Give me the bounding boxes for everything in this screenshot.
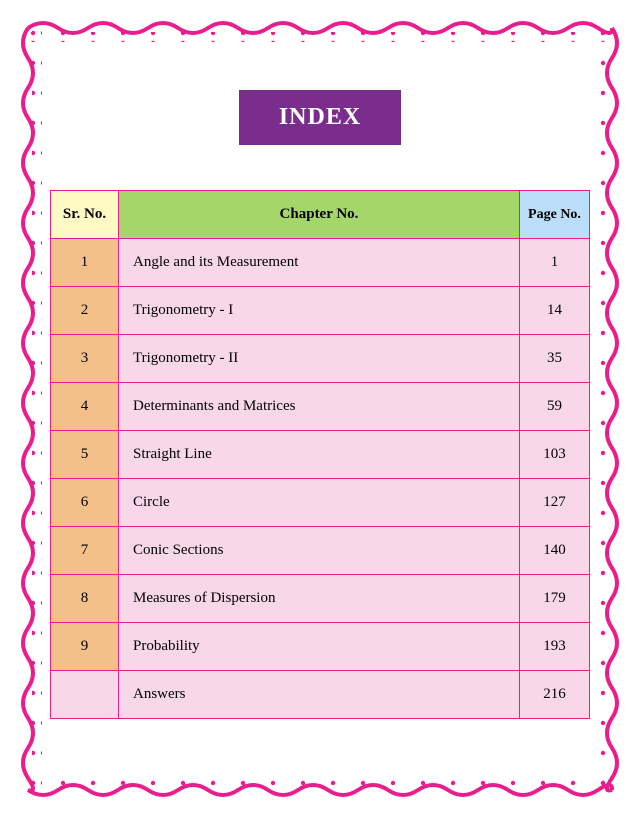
- cell-page: 103: [520, 431, 590, 479]
- page-title: INDEX: [239, 90, 401, 145]
- cell-page: 59: [520, 383, 590, 431]
- table-row: 2Trigonometry - I14: [51, 287, 590, 335]
- cell-sr: 8: [51, 575, 119, 623]
- header-sr: Sr. No.: [51, 191, 119, 239]
- table-row: 4Determinants and Matrices59: [51, 383, 590, 431]
- cell-sr: 6: [51, 479, 119, 527]
- table-row: 7Conic Sections140: [51, 527, 590, 575]
- cell-page: 1: [520, 239, 590, 287]
- cell-sr: 4: [51, 383, 119, 431]
- cell-chapter: Trigonometry - II: [119, 335, 520, 383]
- cell-sr: 5: [51, 431, 119, 479]
- cell-page: 14: [520, 287, 590, 335]
- table-body: 1Angle and its Measurement12Trigonometry…: [51, 239, 590, 719]
- cell-chapter: Circle: [119, 479, 520, 527]
- index-table: Sr. No. Chapter No. Page No. 1Angle and …: [50, 190, 590, 719]
- table-header-row: Sr. No. Chapter No. Page No.: [51, 191, 590, 239]
- cell-chapter: Angle and its Measurement: [119, 239, 520, 287]
- cell-sr: 2: [51, 287, 119, 335]
- header-page: Page No.: [520, 191, 590, 239]
- cell-chapter: Determinants and Matrices: [119, 383, 520, 431]
- cell-chapter: Straight Line: [119, 431, 520, 479]
- table-row: 6Circle127: [51, 479, 590, 527]
- table-row: 1Angle and its Measurement1: [51, 239, 590, 287]
- cell-chapter: Measures of Dispersion: [119, 575, 520, 623]
- header-chapter: Chapter No.: [119, 191, 520, 239]
- table-row: Answers216: [51, 671, 590, 719]
- cell-sr: [51, 671, 119, 719]
- cell-sr: 7: [51, 527, 119, 575]
- cell-sr: 1: [51, 239, 119, 287]
- cell-page: 35: [520, 335, 590, 383]
- cell-page: 140: [520, 527, 590, 575]
- cell-chapter: Conic Sections: [119, 527, 520, 575]
- cell-page: 216: [520, 671, 590, 719]
- table-row: 9Probability193: [51, 623, 590, 671]
- table-row: 3Trigonometry - II35: [51, 335, 590, 383]
- cell-page: 193: [520, 623, 590, 671]
- table-row: 8Measures of Dispersion179: [51, 575, 590, 623]
- cell-sr: 9: [51, 623, 119, 671]
- cell-chapter: Answers: [119, 671, 520, 719]
- table-row: 5Straight Line103: [51, 431, 590, 479]
- cell-page: 127: [520, 479, 590, 527]
- cell-sr: 3: [51, 335, 119, 383]
- cell-page: 179: [520, 575, 590, 623]
- cell-chapter: Trigonometry - I: [119, 287, 520, 335]
- page-content: INDEX Sr. No. Chapter No. Page No. 1Angl…: [50, 50, 590, 768]
- cell-chapter: Probability: [119, 623, 520, 671]
